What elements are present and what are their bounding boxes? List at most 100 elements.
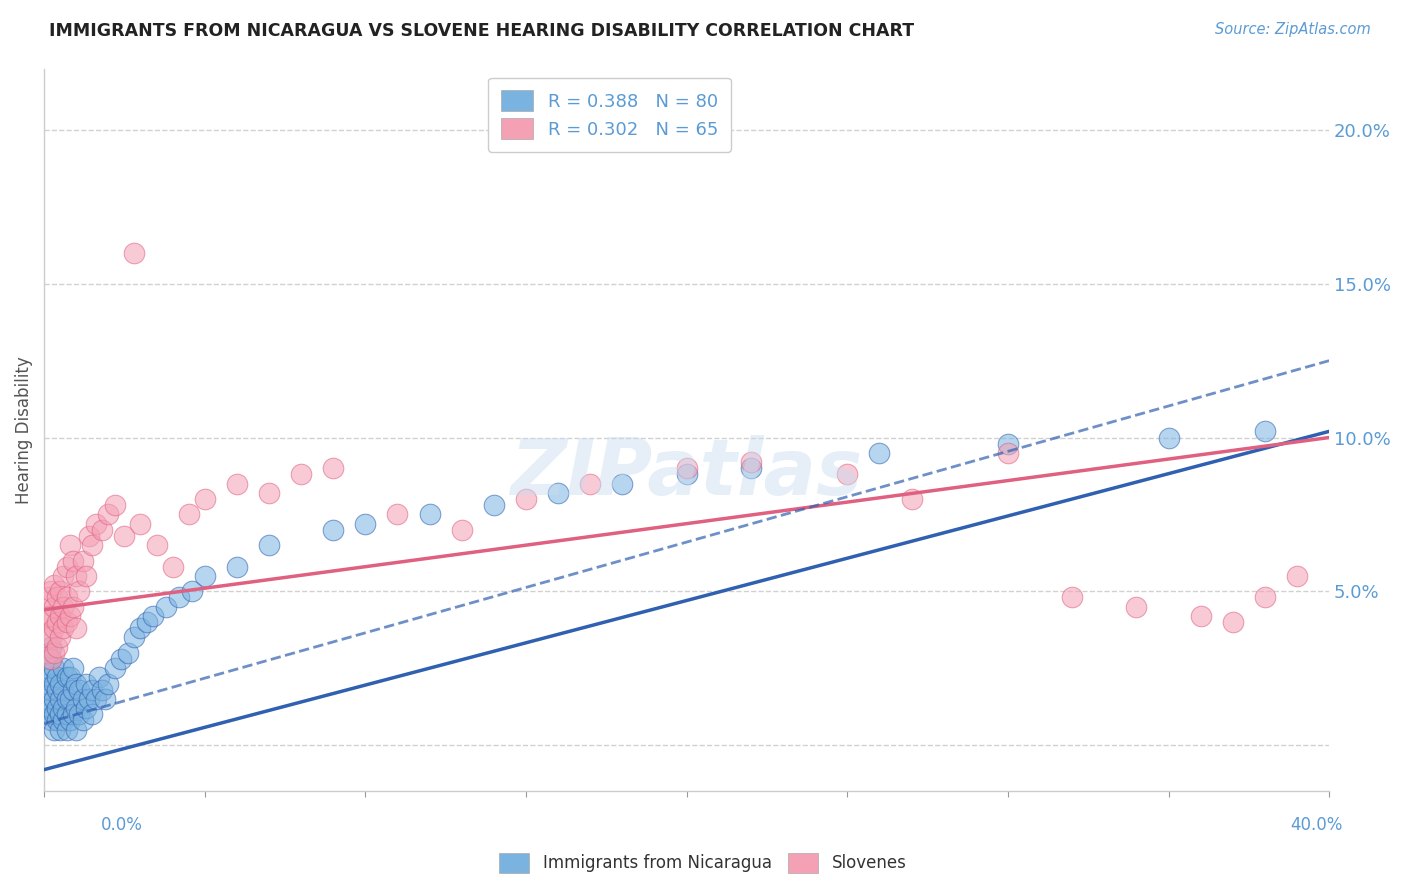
- Point: [39, 640, 62, 654]
- Point: [55, 723, 77, 737]
- Point: [354, 516, 377, 531]
- Point: [59, 670, 82, 684]
- Point: [42, 578, 65, 592]
- Point: [450, 523, 472, 537]
- Point: [77, 529, 100, 543]
- Point: [46, 701, 69, 715]
- Text: Source: ZipAtlas.com: Source: ZipAtlas.com: [1215, 22, 1371, 37]
- Point: [1189, 608, 1212, 623]
- Point: [84, 692, 107, 706]
- Point: [52, 599, 75, 614]
- Point: [112, 529, 135, 543]
- Point: [837, 467, 859, 482]
- Point: [97, 508, 120, 522]
- Point: [55, 591, 77, 605]
- Point: [194, 491, 217, 506]
- Point: [91, 523, 114, 537]
- Point: [37, 591, 59, 605]
- Point: [62, 661, 84, 675]
- Point: [87, 670, 110, 684]
- Point: [72, 553, 94, 567]
- Point: [740, 461, 762, 475]
- Point: [155, 599, 177, 614]
- Point: [69, 682, 91, 697]
- Point: [419, 508, 441, 522]
- Point: [1285, 569, 1308, 583]
- Point: [39, 652, 62, 666]
- Point: [59, 714, 82, 728]
- Point: [42, 692, 65, 706]
- Point: [42, 646, 65, 660]
- Point: [55, 707, 77, 722]
- Point: [55, 692, 77, 706]
- Point: [868, 446, 890, 460]
- Point: [46, 591, 69, 605]
- Point: [997, 436, 1019, 450]
- Point: [39, 584, 62, 599]
- Point: [46, 640, 69, 654]
- Point: [37, 631, 59, 645]
- Legend: R = 0.388   N = 80, R = 0.302   N = 65: R = 0.388 N = 80, R = 0.302 N = 65: [488, 78, 731, 152]
- Point: [46, 615, 69, 629]
- Point: [49, 692, 72, 706]
- Point: [387, 508, 409, 522]
- Point: [39, 714, 62, 728]
- Point: [52, 714, 75, 728]
- Point: [1157, 431, 1180, 445]
- Point: [65, 569, 87, 583]
- Point: [77, 692, 100, 706]
- Point: [42, 723, 65, 737]
- Point: [104, 498, 127, 512]
- Text: 40.0%: 40.0%: [1291, 816, 1343, 834]
- Point: [94, 692, 117, 706]
- Point: [37, 646, 59, 660]
- Point: [42, 621, 65, 635]
- Point: [37, 707, 59, 722]
- Point: [62, 553, 84, 567]
- Point: [65, 701, 87, 715]
- Point: [110, 652, 132, 666]
- Point: [69, 584, 91, 599]
- Point: [225, 476, 247, 491]
- Point: [675, 467, 697, 482]
- Point: [194, 569, 217, 583]
- Point: [257, 486, 280, 500]
- Text: 0.0%: 0.0%: [101, 816, 143, 834]
- Point: [104, 661, 127, 675]
- Point: [39, 652, 62, 666]
- Point: [162, 559, 184, 574]
- Point: [52, 701, 75, 715]
- Point: [1222, 615, 1244, 629]
- Point: [515, 491, 537, 506]
- Point: [62, 599, 84, 614]
- Point: [42, 661, 65, 675]
- Point: [72, 692, 94, 706]
- Point: [1254, 591, 1277, 605]
- Point: [612, 476, 634, 491]
- Point: [145, 538, 167, 552]
- Point: [135, 615, 157, 629]
- Point: [37, 692, 59, 706]
- Point: [180, 584, 202, 599]
- Point: [97, 676, 120, 690]
- Point: [65, 723, 87, 737]
- Y-axis label: Hearing Disability: Hearing Disability: [15, 356, 32, 504]
- Point: [49, 723, 72, 737]
- Point: [59, 608, 82, 623]
- Point: [675, 461, 697, 475]
- Point: [39, 682, 62, 697]
- Point: [482, 498, 505, 512]
- Point: [75, 701, 97, 715]
- Point: [122, 631, 145, 645]
- Point: [52, 569, 75, 583]
- Point: [290, 467, 312, 482]
- Point: [39, 608, 62, 623]
- Point: [69, 707, 91, 722]
- Point: [579, 476, 602, 491]
- Point: [49, 631, 72, 645]
- Point: [52, 621, 75, 635]
- Point: [62, 707, 84, 722]
- Point: [740, 455, 762, 469]
- Point: [142, 608, 165, 623]
- Point: [37, 608, 59, 623]
